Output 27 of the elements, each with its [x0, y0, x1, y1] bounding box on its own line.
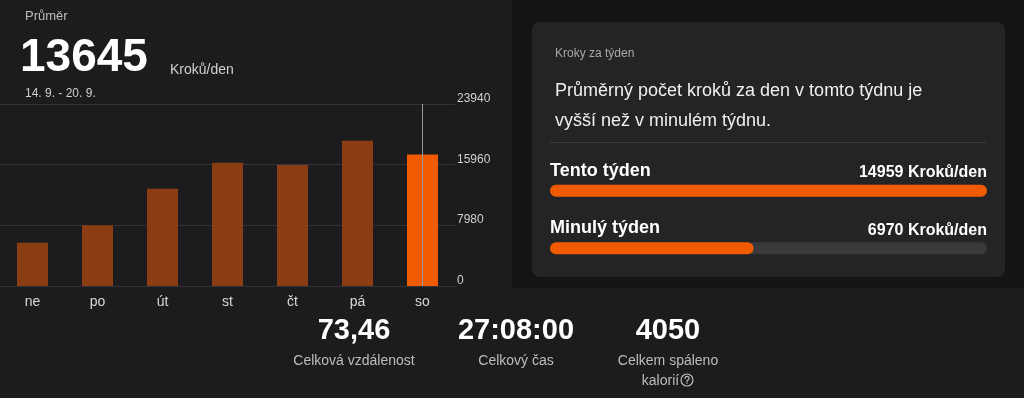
data-label: 14959 Kroků/den: [858, 163, 987, 181]
text: 73,46: [316, 312, 392, 346]
y-tick-label: Minulý týden: [550, 217, 661, 238]
chart-subtitle: 14. 9. - 20. 9.: [25, 86, 96, 100]
y-tick-label: Tento týden: [550, 159, 651, 180]
text: Kroků/den: [170, 61, 234, 77]
text: Celkem spáleno kalorií: [617, 352, 719, 388]
x-tick-label: st: [222, 293, 234, 309]
text: 13645: [20, 29, 148, 81]
x-tick-label: út: [156, 293, 169, 309]
y-tick-label: 23940: [457, 91, 491, 105]
chart-title: Průměr: [25, 8, 69, 23]
data-label: 6970 Kroků/den: [867, 220, 987, 238]
y-tick-label: 7980: [457, 212, 485, 227]
x-tick-label: ne: [24, 293, 41, 309]
chart-title: Kroky za týden: [555, 46, 635, 60]
x-tick-label: po: [89, 293, 106, 309]
x-tick-label: čt: [287, 293, 299, 309]
text: 4050: [634, 312, 702, 346]
text: 27:08:00: [456, 312, 576, 346]
chart-subtitle: Průměrný počet kroků za den v tomto týdnu je vyšší než v minulém týdnu.: [555, 80, 928, 130]
x-tick-label: so: [415, 293, 431, 309]
text: Celkový čas: [478, 352, 554, 368]
y-tick-label: 0: [457, 273, 464, 287]
y-tick-label: 15960: [457, 151, 491, 166]
x-tick-label: pá: [349, 293, 366, 309]
text: Celková vzdálenost: [293, 352, 415, 368]
